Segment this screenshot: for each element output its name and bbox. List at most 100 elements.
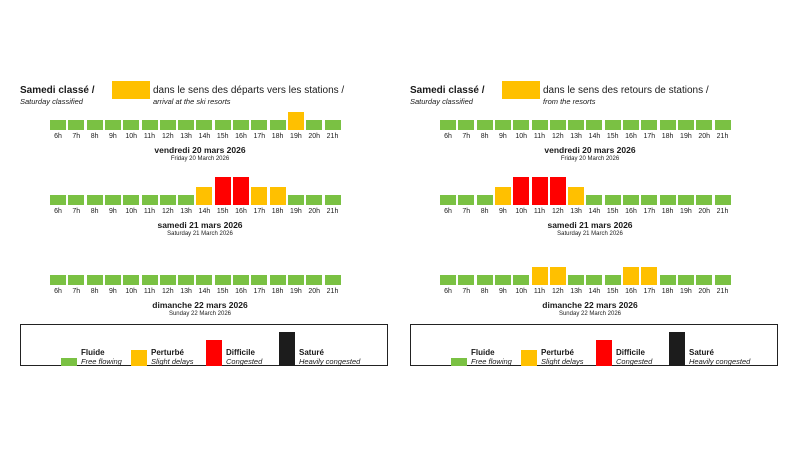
hour-axis: 6h 7h 8h 9h 10h 11h 12h 13h 14h 15h 16h 17h 18h 19h 20…	[440, 288, 740, 298]
legend-swatch	[521, 350, 537, 366]
hour-tick-label: 7h	[72, 288, 81, 295]
hour-tick-label: 9h	[108, 208, 117, 215]
traffic-bar	[549, 120, 566, 130]
traffic-bar	[196, 187, 213, 205]
hour-tick-label: 21h	[716, 208, 729, 215]
traffic-bar	[214, 120, 231, 130]
traffic-bar	[233, 275, 249, 285]
hour-tick-label: 17h	[643, 208, 656, 215]
traffic-bar	[159, 120, 176, 130]
hour-tick-label: 8h	[480, 208, 489, 215]
traffic-bar	[476, 120, 493, 130]
traffic-bar	[586, 120, 603, 130]
hour-tick-label: 20h	[308, 288, 321, 295]
hour-tick-label: 13h	[180, 208, 192, 215]
legend-name: Fluide	[81, 348, 105, 357]
legend-name-en: Congested	[226, 357, 263, 366]
day-label: dimanche 22 mars 2026	[152, 300, 248, 310]
traffic-bar	[458, 275, 475, 285]
hour-tick-label: 8h	[90, 133, 99, 140]
traffic-bar	[659, 195, 676, 205]
traffic-bar	[586, 275, 603, 285]
traffic-bar	[476, 195, 493, 205]
hour-tick-label: 14h	[198, 208, 211, 215]
hour-tick-label: 10h	[125, 208, 138, 215]
classification-swatch	[502, 81, 540, 99]
hour-tick-label: 18h	[661, 133, 674, 140]
hour-tick-label: 19h	[680, 208, 692, 215]
hour-tick-label: 7h	[462, 133, 471, 140]
hour-tick-label: 19h	[680, 288, 692, 295]
hour-tick-label: 17h	[643, 133, 656, 140]
hour-tick-label: 11h	[533, 133, 546, 140]
traffic-bar	[531, 177, 548, 205]
traffic-bar	[696, 120, 713, 130]
day-label: vendredi 20 mars 2026	[544, 145, 636, 155]
day-label-en: Saturday 21 March 2026	[557, 231, 623, 237]
hour-tick-label: 14h	[588, 208, 601, 215]
legend-name: Saturé	[689, 348, 714, 357]
legend-swatch	[131, 350, 147, 366]
traffic-bar	[306, 275, 323, 285]
bar-row	[440, 165, 740, 205]
legend-swatch	[61, 358, 77, 366]
panel-subtitle: Saturday classified	[20, 97, 83, 106]
hour-tick-label: 10h	[515, 288, 528, 295]
traffic-bar	[476, 275, 493, 285]
hour-tick-label: 19h	[290, 288, 302, 295]
traffic-bar	[50, 120, 66, 130]
hour-tick-label: 9h	[108, 288, 117, 295]
hour-tick-label: 9h	[498, 208, 507, 215]
hour-tick-label: 7h	[462, 288, 471, 295]
legend-name-en: Heavily congested	[299, 357, 361, 366]
traffic-bar	[86, 120, 103, 130]
traffic-bar	[214, 177, 231, 205]
legend: Fluide Free flowing Perturbé Slight delays D…	[410, 324, 778, 366]
day-chart: 6h 7h 8h 9h 10h 11h 12h 13h 14h 15h 16h 17h 18h 19h 20…	[50, 165, 350, 240]
hour-tick-label: 16h	[625, 208, 637, 215]
traffic-bar	[159, 275, 176, 285]
hour-tick-label: 16h	[625, 133, 637, 140]
hour-tick-label: 10h	[515, 133, 528, 140]
hour-tick-label: 6h	[54, 133, 62, 140]
hour-tick-label: 16h	[235, 208, 247, 215]
legend-name: Perturbé	[151, 348, 184, 357]
traffic-bar	[324, 275, 341, 285]
traffic-bar	[659, 275, 676, 285]
traffic-bar	[696, 195, 713, 205]
traffic-bar	[233, 120, 249, 130]
hour-tick-label: 18h	[661, 208, 674, 215]
panel-title: Samedi classé /	[410, 85, 485, 96]
traffic-bar	[251, 275, 268, 285]
legend-swatch	[669, 332, 685, 366]
hour-tick-label: 18h	[661, 288, 674, 295]
traffic-bar	[306, 120, 323, 130]
hour-axis: 6h 7h 8h 9h 10h 11h 12h 13h 14h 15h 16h 17h 18h 19h 20…	[440, 208, 740, 218]
legend-name: Fluide	[471, 348, 495, 357]
traffic-bar	[604, 195, 621, 205]
traffic-bar	[306, 195, 323, 205]
traffic-bar	[287, 275, 304, 285]
legend-swatch	[596, 340, 612, 366]
hour-tick-label: 16h	[235, 133, 247, 140]
legend-name-en: Free flowing	[471, 357, 512, 366]
traffic-bar	[568, 120, 585, 130]
legend-name-en: Heavily congested	[689, 357, 751, 366]
hour-tick-label: 11h	[533, 208, 546, 215]
hour-tick-label: 12h	[551, 133, 564, 140]
panel-departures: Samedi classé / Saturday classified dans…	[0, 0, 390, 450]
legend-name: Perturbé	[541, 348, 574, 357]
hour-tick-label: 11h	[143, 288, 156, 295]
legend-swatch	[451, 358, 467, 366]
traffic-bar	[68, 120, 85, 130]
traffic-bar	[513, 275, 530, 285]
legend-swatch	[279, 332, 295, 366]
traffic-bar	[586, 195, 603, 205]
legend-name: Difficile	[226, 348, 255, 357]
bar-row	[440, 245, 740, 285]
traffic-bar	[513, 120, 530, 130]
traffic-bar	[86, 195, 103, 205]
bar-row	[50, 245, 350, 285]
day-label-en: Sunday 22 March 2026	[558, 311, 622, 317]
day-label: samedi 21 mars 2026	[157, 220, 243, 230]
